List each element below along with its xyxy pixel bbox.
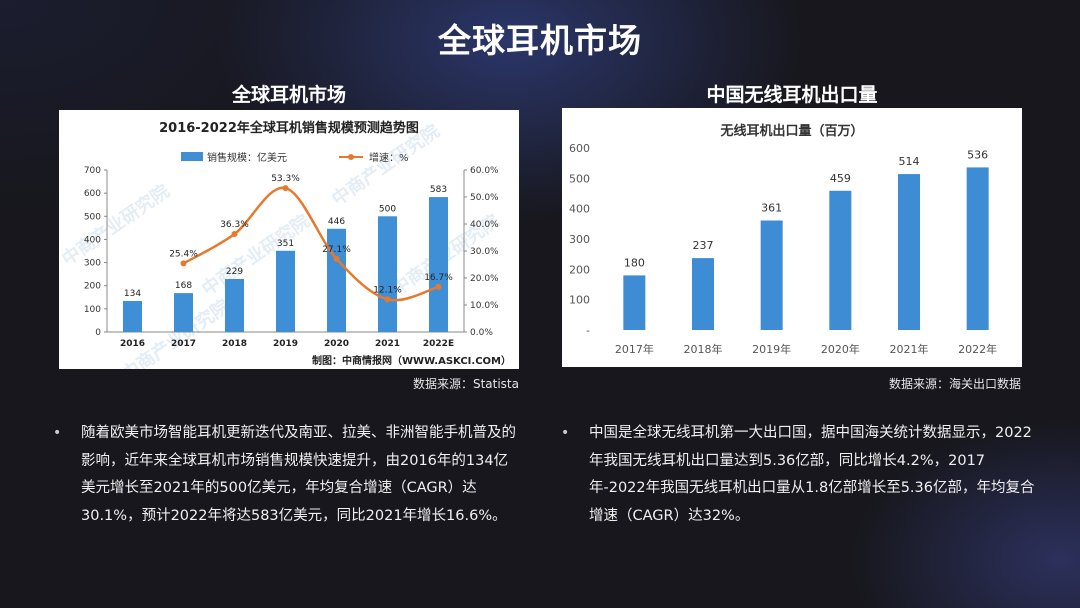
- legend-label-line: 增速：%: [369, 151, 409, 164]
- chart-title: 2016-2022年全球耳机销售规模预测趋势图: [159, 120, 419, 136]
- x-tick-label: 2022年: [958, 342, 997, 356]
- x-tick-label: 2018: [222, 339, 247, 349]
- y-right-tick-label: 50.0%: [470, 193, 499, 203]
- growth-value-label: 25.4%: [169, 249, 198, 259]
- main-title: 全球耳机市场: [438, 21, 642, 60]
- growth-value-label: 16.7%: [424, 273, 453, 283]
- y-right-tick-label: 40.0%: [470, 220, 499, 230]
- y-right-tick-label: 0.0%: [470, 328, 493, 338]
- left-chart: 中商产业研究院中商产业研究院中商产业研究院中商产业研究院中商产业研究院2016-…: [58, 120, 511, 385]
- growth-point: [231, 230, 238, 237]
- growth-point: [435, 283, 442, 290]
- right-chart-panel: 无线耳机出口量（百万） - 100 200 300 400 500 600 180 2017年 23…: [562, 108, 1022, 367]
- bar: [276, 250, 295, 332]
- bar-value-label: 583: [430, 185, 447, 195]
- y-left-tick-label: 600: [84, 189, 101, 199]
- growth-point: [180, 260, 187, 267]
- bar: [123, 300, 142, 332]
- chart-footer: 制图：中商情报网（WWW.ASKCI.COM）: [312, 354, 511, 367]
- y-tick-label: -: [586, 324, 590, 337]
- growth-value-label: 12.1%: [373, 285, 402, 295]
- left-paragraph: • 随着欧美市场智能耳机更新迭代及南亚、拉美、非洲智能手机普及的影响，近年来全球…: [53, 420, 521, 530]
- bar: [623, 275, 646, 330]
- y-left-tick-label: 200: [84, 282, 101, 292]
- y-right-tick-label: 30.0%: [470, 247, 499, 257]
- bar-value-label: 168: [175, 281, 192, 291]
- right-paragraph-text: 中国是全球无线耳机第一大出口国，据中国海关统计数据显示，2022年我国无线耳机出…: [589, 425, 1035, 524]
- x-tick-label: 2020年: [821, 342, 860, 356]
- growth-value-label: 53.3%: [271, 174, 300, 184]
- bullet-dot: •: [53, 425, 62, 441]
- growth-value-label: 27.1%: [322, 245, 351, 255]
- y-tick-label: 300: [569, 233, 590, 246]
- right-chart: 无线耳机出口量（百万） - 100 200 300 400 500 600 180 2017年 23…: [569, 123, 997, 356]
- bar: [692, 258, 714, 330]
- bar-value-label: 459: [830, 172, 851, 185]
- right-paragraph: • 中国是全球无线耳机第一大出口国，据中国海关统计数据显示，2022年我国无线耳…: [561, 420, 1039, 530]
- bar: [429, 197, 448, 332]
- y-left-tick-label: 0: [95, 328, 101, 338]
- bar: [898, 174, 920, 330]
- growth-point: [282, 185, 289, 192]
- growth-value-label: 36.3%: [220, 220, 249, 230]
- bar: [378, 216, 397, 332]
- bar-value-label: 351: [277, 239, 294, 249]
- bar: [829, 190, 852, 330]
- x-tick-label: 2020: [324, 339, 349, 349]
- right-source: 数据来源：海关出口数据: [888, 377, 1021, 391]
- right-heading: 中国无线耳机出口量: [706, 84, 878, 106]
- left-chart-panel: 中商产业研究院中商产业研究院中商产业研究院中商产业研究院中商产业研究院2016-…: [58, 110, 519, 385]
- growth-point: [384, 296, 391, 303]
- y-left-tick-label: 700: [84, 166, 101, 176]
- y-right-tick-label: 10.0%: [470, 301, 499, 311]
- y-tick-label: 400: [569, 203, 590, 216]
- y-tick-label: 100: [569, 294, 590, 307]
- x-tick-label: 2016: [120, 339, 145, 349]
- y-right-tick-label: 20.0%: [470, 274, 499, 284]
- x-tick-label: 2018年: [684, 342, 723, 356]
- left-heading: 全球耳机市场: [231, 84, 346, 106]
- bar-value-label: 361: [761, 201, 782, 214]
- bar: [174, 293, 193, 332]
- bar-value-label: 237: [693, 239, 714, 252]
- legend-marker-line: [348, 154, 354, 160]
- bar-value-label: 536: [967, 148, 988, 161]
- x-tick-label: 2019年: [752, 342, 791, 356]
- y-tick-label: 200: [569, 263, 590, 276]
- chart-title: 无线耳机出口量（百万）: [719, 123, 863, 139]
- watermark-text: 中商产业研究院: [59, 180, 173, 270]
- left-paragraph-text: 随着欧美市场智能耳机更新迭代及南亚、拉美、非洲智能手机普及的影响，近年来全球耳机…: [81, 425, 516, 524]
- bar-value-label: 134: [124, 289, 141, 299]
- bar-value-label: 446: [328, 217, 345, 227]
- bar: [225, 279, 244, 332]
- legend-label-bar: 销售规模：亿美元: [207, 151, 287, 164]
- y-left-tick-label: 400: [84, 235, 101, 245]
- x-tick-label: 2021年: [890, 342, 929, 356]
- x-tick-label: 2022E: [423, 339, 454, 349]
- bar: [966, 167, 989, 330]
- watermark-text: 中商产业研究院: [198, 210, 314, 300]
- x-tick-label: 2017: [171, 339, 196, 349]
- x-tick-label: 2021: [375, 339, 400, 349]
- y-right-tick-label: 60.0%: [470, 166, 499, 176]
- legend-swatch-bar: [181, 152, 203, 161]
- y-tick-label: 600: [569, 142, 590, 155]
- y-left-tick-label: 300: [84, 259, 101, 269]
- growth-point: [333, 255, 340, 262]
- y-tick-label: 500: [569, 172, 590, 185]
- bar-value-label: 500: [379, 204, 396, 214]
- y-left-tick-label: 500: [84, 212, 101, 222]
- left-source: 数据来源：Statista: [412, 377, 519, 391]
- bar-value-label: 514: [899, 155, 920, 168]
- bar: [760, 220, 783, 330]
- y-left-tick-label: 100: [84, 305, 101, 315]
- bar-value-label: 229: [226, 267, 243, 277]
- bar-value-label: 180: [624, 256, 645, 269]
- x-tick-label: 2017年: [615, 342, 654, 356]
- x-tick-label: 2019: [273, 339, 298, 349]
- bullet-dot: •: [561, 425, 570, 441]
